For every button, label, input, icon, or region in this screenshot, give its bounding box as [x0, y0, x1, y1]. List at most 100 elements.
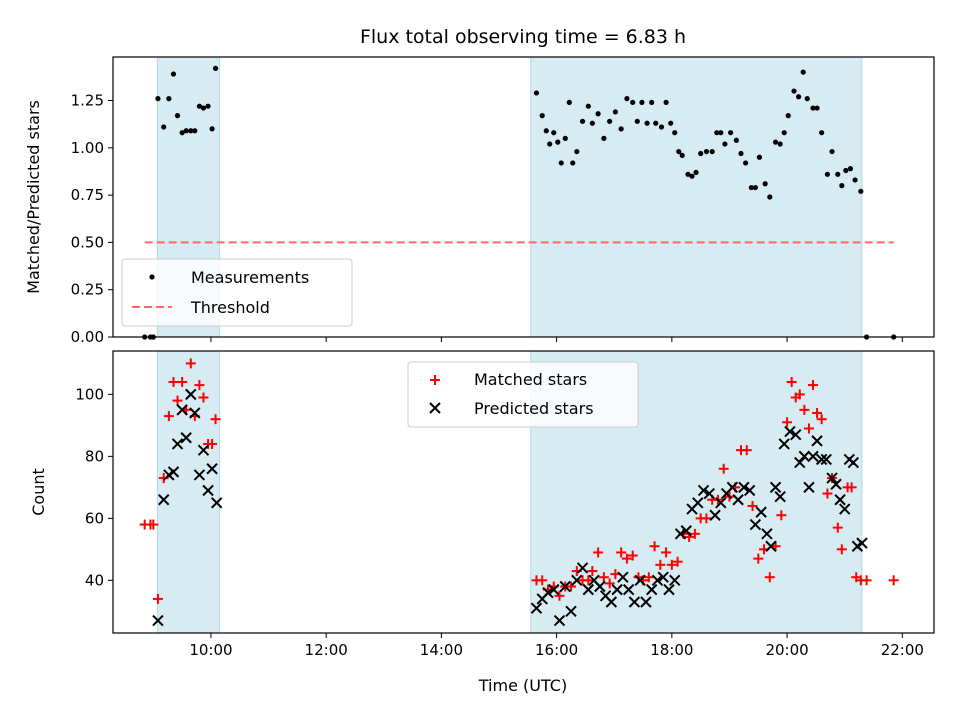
predicted-point-b [594, 580, 606, 593]
matched-point [177, 376, 188, 387]
matched-point [786, 376, 797, 387]
predicted-point [206, 463, 218, 475]
measurement-point [209, 126, 215, 132]
predicted-point [830, 478, 842, 490]
predicted-point [847, 456, 860, 469]
predicted-point-b [628, 596, 641, 608]
measurement-point [212, 65, 219, 71]
x-tick-label: 10:00 [189, 641, 232, 659]
measurement-point [714, 130, 720, 136]
matched-point [812, 407, 823, 418]
top-y-ticks: 0.00 0.25 0.50 0.75 1.00 1.25 [71, 92, 113, 346]
matched-point [861, 575, 872, 586]
measurement-point [756, 154, 763, 160]
predicted-point [640, 596, 652, 608]
predicted-point [761, 528, 773, 540]
measurement-point [579, 118, 586, 124]
predicted-point-b [811, 435, 823, 447]
predicted-point-b [769, 481, 782, 494]
predicted-point [807, 450, 819, 463]
matched-point [816, 414, 827, 425]
predicted-point [856, 537, 868, 549]
predicted-point-b [617, 571, 629, 583]
predicted-point-b [815, 453, 828, 466]
matched-point [593, 547, 604, 558]
measurement-point [772, 139, 779, 145]
legend-matched-label: Matched stars [474, 370, 587, 389]
predicted-point [834, 494, 846, 506]
measurement-point [624, 96, 630, 102]
predicted-point-b [794, 456, 806, 469]
predicted-point [674, 528, 687, 540]
measurement-point [777, 141, 783, 147]
top-axes-frame [112, 56, 935, 338]
matched-point [627, 550, 638, 561]
predicted-point-b [803, 481, 815, 494]
measurement-point [752, 184, 758, 191]
x-tick-label: 14:00 [420, 641, 463, 659]
predicted-point [784, 425, 796, 438]
predicted-point-b [669, 574, 681, 587]
predicted-point [790, 428, 802, 441]
predicted-point [820, 453, 832, 466]
matched-point [655, 559, 666, 570]
predicted-point-b [565, 605, 577, 618]
predicted-point-b [755, 506, 767, 518]
top-x-ticks [210, 337, 903, 342]
matched-point [168, 376, 179, 387]
predicted-point-b [559, 580, 571, 593]
measurement-point [196, 103, 203, 109]
measurement-point [693, 169, 699, 176]
predicted-point-b [798, 450, 811, 463]
predicted-point-b [553, 614, 566, 627]
measurement-point [595, 111, 601, 117]
predicted-point-b [171, 438, 184, 450]
matched-point [764, 572, 775, 583]
predicted-point-b [743, 484, 756, 497]
bottom-legend-box [407, 361, 639, 428]
predicted-point-b [193, 469, 206, 481]
measurement-point [601, 135, 607, 141]
predicted-point [571, 574, 583, 587]
predicted-point-b [640, 596, 652, 608]
measurement-point [155, 96, 161, 102]
measurement-point [547, 141, 553, 147]
measurement-point [205, 103, 211, 109]
legend-measurements-marker [149, 274, 155, 280]
measurement-point [733, 137, 739, 143]
predicted-point [617, 571, 629, 583]
chart-title: Flux total observing time = 6.83 h [360, 26, 686, 48]
matched-point [649, 541, 660, 552]
measurement-point [722, 141, 728, 147]
measurement-point [698, 150, 704, 157]
predicted-point-b [571, 574, 583, 587]
predicted-point [697, 484, 710, 497]
predicted-point [669, 574, 681, 587]
x-tick-label: 18:00 [650, 641, 693, 659]
measurement-point [824, 171, 831, 177]
measurement-point [188, 128, 194, 134]
bottom-x-ticks: 10:00 12:00 14:00 16:00 18:00 20:00 22:00 [189, 633, 924, 659]
predicted-point-b [651, 574, 664, 587]
predicted-point-b [830, 478, 842, 490]
matched-point [207, 438, 218, 449]
predicted-point [202, 484, 214, 497]
measurement-point [685, 171, 691, 177]
predicted-point [798, 450, 811, 463]
predicted-point [749, 518, 762, 531]
predicted-point-b [548, 583, 560, 596]
predicted-point [645, 583, 658, 596]
measurement-point [672, 130, 678, 136]
measurement-point [804, 96, 810, 102]
measurement-point [781, 130, 787, 136]
matched-point [598, 572, 609, 583]
predicted-point [176, 404, 188, 416]
matched-point [616, 547, 627, 558]
predicted-point [732, 494, 744, 506]
predicted-point-b [761, 528, 773, 540]
matched-point [148, 519, 159, 530]
legend-predicted-marker [429, 402, 441, 414]
predicted-point [611, 583, 623, 596]
predicted-point [622, 583, 635, 596]
measurement-point [796, 94, 802, 100]
